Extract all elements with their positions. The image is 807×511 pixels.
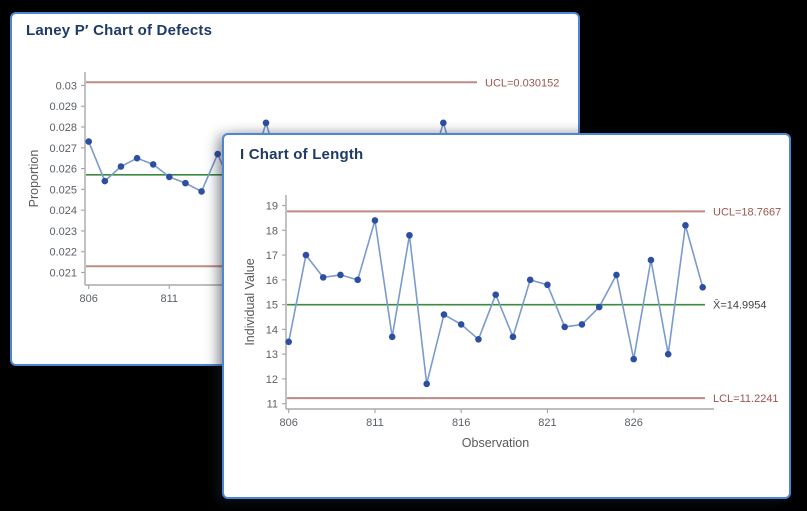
- ucl-label: UCL=18.7667: [713, 206, 781, 218]
- data-point[interactable]: [526, 276, 534, 284]
- y-tick-label: 0.029: [49, 101, 77, 113]
- data-point[interactable]: [117, 163, 125, 170]
- data-point[interactable]: [319, 274, 327, 281]
- data-point[interactable]: [509, 333, 517, 341]
- data-point[interactable]: [406, 231, 413, 239]
- x-tick-label: 806: [80, 293, 98, 305]
- data-point[interactable]: [613, 271, 620, 279]
- ucl-label: UCL=0.030152: [485, 77, 559, 89]
- data-point[interactable]: [664, 350, 672, 358]
- y-tick-label: 12: [266, 374, 278, 386]
- series-line: [287, 219, 704, 385]
- y-axis-title: Proportion: [27, 150, 41, 208]
- data-point[interactable]: [647, 256, 655, 264]
- data-point[interactable]: [388, 333, 396, 341]
- x-tick-label: 821: [538, 417, 556, 429]
- data-point[interactable]: [354, 276, 361, 284]
- data-point[interactable]: [371, 217, 379, 224]
- y-tick-label: 14: [266, 324, 278, 336]
- y-tick-label: 19: [266, 201, 278, 213]
- ichart-chart-canvas[interactable]: UCL=18.7667 LCL=11.2241 X̄=14.9954 19 18 17 16…: [224, 135, 789, 497]
- ichart-window-title: I Chart of Length: [240, 146, 364, 163]
- data-point[interactable]: [630, 355, 637, 363]
- y-tick-label: 11: [267, 399, 278, 411]
- y-tick-label: 13: [266, 349, 278, 361]
- y-tick-label: 0.026: [49, 164, 77, 176]
- data-point[interactable]: [682, 222, 689, 229]
- x-tick-label: 826: [625, 417, 643, 429]
- data-point[interactable]: [285, 338, 292, 346]
- y-tick-label: 0.03: [56, 80, 77, 92]
- data-point[interactable]: [561, 323, 568, 331]
- data-point[interactable]: [182, 179, 189, 187]
- x-tick-label: 811: [366, 417, 384, 429]
- y-tick-label: 17: [266, 250, 278, 262]
- y-tick-label: 15: [266, 300, 278, 312]
- y-tick-label: 0.024: [49, 205, 77, 217]
- data-point[interactable]: [544, 281, 551, 289]
- y-tick-label: 0.021: [49, 268, 77, 280]
- data-point[interactable]: [85, 138, 92, 145]
- x-tick-label: 811: [161, 293, 179, 305]
- data-series[interactable]: [285, 217, 706, 388]
- data-point[interactable]: [457, 321, 465, 328]
- data-point[interactable]: [440, 119, 447, 127]
- data-point[interactable]: [302, 251, 310, 259]
- data-point[interactable]: [440, 311, 448, 318]
- y-axis-title: Individual Value: [243, 258, 257, 345]
- y-tick-label: 16: [266, 275, 278, 287]
- lcl-label: LCL=11.2241: [713, 393, 779, 405]
- data-point[interactable]: [423, 380, 430, 388]
- y-tick-label: 0.023: [49, 226, 77, 238]
- data-point[interactable]: [101, 177, 109, 185]
- data-point[interactable]: [595, 303, 603, 311]
- data-point[interactable]: [133, 154, 141, 162]
- data-point[interactable]: [492, 291, 500, 299]
- control-limit-lines: UCL=18.7667 LCL=11.2241 X̄=14.9954: [287, 206, 781, 405]
- y-tick-label: 0.025: [49, 184, 77, 196]
- x-tick-label: 806: [280, 417, 298, 429]
- data-point[interactable]: [475, 335, 482, 343]
- y-tick-label: 0.028: [49, 122, 77, 134]
- data-point[interactable]: [578, 321, 586, 328]
- y-tick-label: 0.027: [49, 143, 77, 155]
- x-tick-label: 816: [452, 417, 470, 429]
- data-point[interactable]: [699, 283, 706, 291]
- x-axis-title: Observation: [462, 436, 529, 450]
- data-point[interactable]: [262, 119, 270, 127]
- y-tick-label: 0.022: [49, 247, 77, 259]
- laney-window-title: Laney P′ Chart of Defects: [26, 22, 213, 39]
- center-label: X̄=14.9954: [713, 299, 767, 312]
- ichart-window[interactable]: I Chart of Length UCL=18.7667 LCL=11.2241…: [222, 133, 791, 499]
- y-tick-label: 18: [266, 225, 278, 237]
- data-point[interactable]: [198, 188, 205, 195]
- data-point[interactable]: [149, 161, 157, 168]
- data-point[interactable]: [214, 150, 221, 158]
- data-point[interactable]: [337, 271, 344, 279]
- data-point[interactable]: [166, 173, 173, 181]
